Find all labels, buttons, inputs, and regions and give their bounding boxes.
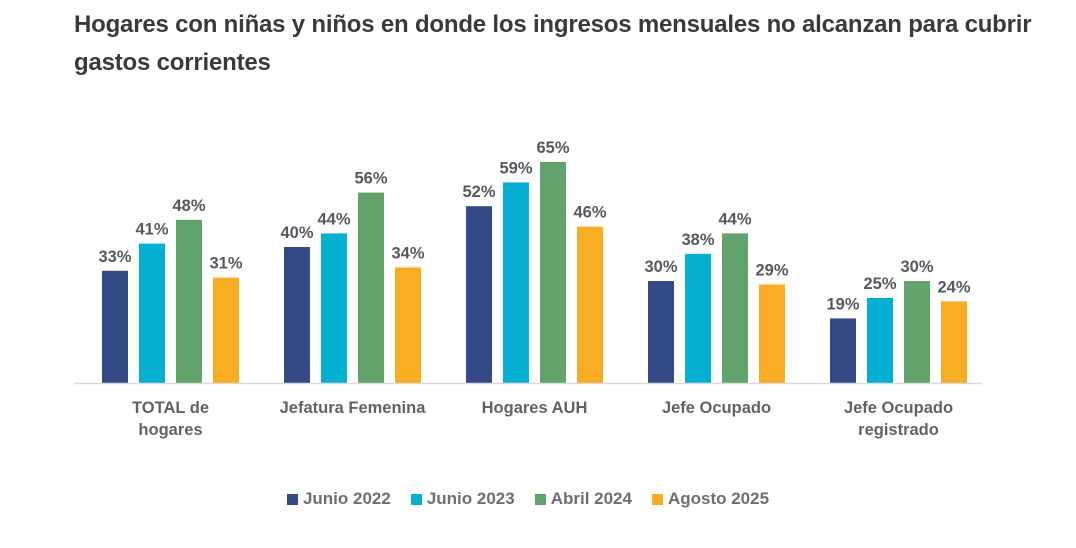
data-label: 52% [462,183,495,201]
category-label-line: Jefe Ocupado [662,399,771,417]
bar [941,301,967,383]
bar [759,284,785,383]
bar [139,243,165,383]
category-label: TOTAL de hogares [132,399,209,439]
bar [577,226,603,383]
bar [685,253,711,383]
category-label-line: registrado [858,421,939,439]
legend-item: Junio 2023 [410,489,515,509]
bar [213,277,239,383]
legend-item: Abril 2024 [534,489,632,509]
legend-label: Junio 2022 [302,489,391,508]
bar [466,206,492,383]
category-label-line: TOTAL de [132,399,209,417]
legend-label: Junio 2023 [426,489,515,508]
bar [540,162,566,383]
data-label: 34% [391,244,424,262]
data-label: 44% [317,210,350,228]
legend-swatch [651,493,663,505]
data-label: 41% [135,221,168,239]
bar [395,267,421,383]
category-label-line: Hogares AUH [482,399,588,417]
data-label: 44% [718,210,751,228]
data-label: 30% [900,258,933,276]
data-label: 46% [573,204,606,222]
legend-swatch [286,493,298,505]
legend-swatch [410,493,422,505]
data-label: 33% [98,248,131,266]
legend: Junio 2022 Junio 2023 Abril 2024 Agosto 202… [0,489,1066,509]
bar [867,298,893,383]
data-label: 38% [681,231,714,249]
data-label: 19% [826,295,859,313]
data-label: 59% [499,159,532,177]
bar [648,281,674,383]
data-label: 31% [209,255,242,273]
bar [321,233,347,383]
data-label: 48% [172,197,205,215]
legend-item: Agosto 2025 [651,489,770,509]
data-label: 24% [937,278,970,296]
category-label: Hogares AUH [482,399,588,417]
category-labels-layer: TOTAL de hogares Jefatura Femenina Hogares … [132,399,953,439]
bar [904,281,930,383]
data-label: 30% [644,258,677,276]
data-label: 40% [280,224,313,242]
bar [503,182,529,383]
category-label: Jefatura Femenina [280,399,427,417]
bar [722,233,748,383]
data-label: 56% [354,170,387,188]
bar [830,318,856,383]
data-label: 25% [863,275,896,293]
value-labels-layer: 33%41%48%31%40%44%56%34%52%59%65%46%30%3… [98,139,970,313]
category-label-line: Jefatura Femenina [280,399,427,417]
bars-layer [102,162,967,383]
bar [102,270,128,383]
legend-swatch [534,493,546,505]
data-label: 65% [536,139,569,157]
legend-label: Abril 2024 [550,489,632,508]
bar [284,247,310,383]
category-label-line: hogares [138,421,202,439]
chart-title: Hogares con niñas y niños en donde los i… [74,11,1032,76]
bar [358,192,384,383]
category-label: Jefe Ocupado registrado [844,399,953,439]
bar [176,219,202,383]
category-label: Jefe Ocupado [662,399,771,417]
legend-item: Junio 2022 [286,489,391,509]
legend-label: Agosto 2025 [667,489,770,508]
data-label: 29% [755,261,788,279]
category-label-line: Jefe Ocupado [844,399,953,417]
